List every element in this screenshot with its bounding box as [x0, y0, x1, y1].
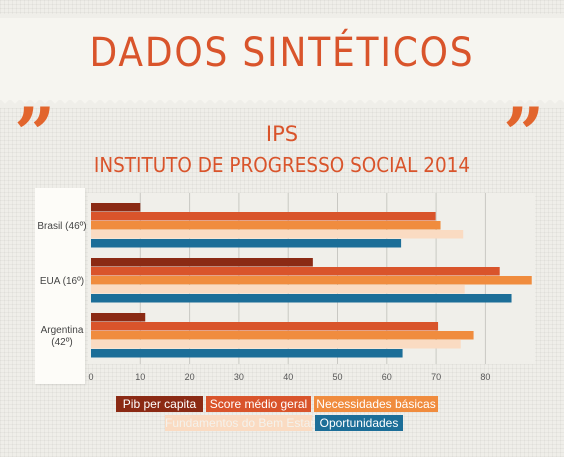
x-tick-label: 50	[332, 372, 342, 382]
bar	[91, 340, 461, 349]
page-title: DADOS SINTÉTICOS	[89, 30, 475, 76]
legend-item: Pib per capita	[116, 396, 203, 412]
legend-item: Necessidades básicas	[314, 396, 438, 412]
chart-subtitle: IPS	[265, 122, 299, 146]
legend-item: Fundamentos do Bem Estar	[165, 415, 315, 431]
x-tick-label: 10	[135, 372, 145, 382]
bar	[91, 212, 436, 221]
x-tick-label: 20	[185, 372, 195, 382]
bar	[91, 313, 146, 322]
legend-item: Oportunidades	[315, 415, 403, 431]
category-label: EUA (16º)	[40, 276, 84, 287]
bar	[91, 276, 532, 285]
bar	[91, 331, 474, 340]
bar	[91, 349, 403, 358]
x-tick-label: 40	[283, 372, 293, 382]
title-band	[0, 18, 564, 104]
quote-mark-right-icon: ”	[503, 91, 545, 176]
category-label-panel	[35, 188, 85, 384]
bar	[91, 203, 141, 212]
chart-title: INSTITUTO DE PROGRESSO SOCIAL 2014	[93, 153, 471, 177]
title-band-bottom-edge	[0, 100, 564, 108]
legend-item: Score médio geral	[206, 396, 311, 412]
x-tick-label: 60	[382, 372, 392, 382]
bar	[91, 294, 512, 303]
category-label: Argentina (42º)	[41, 325, 84, 348]
quote-mark-left-icon: ”	[14, 91, 56, 176]
x-tick-label: 0	[88, 372, 93, 382]
bar	[91, 221, 441, 230]
x-tick-label: 30	[234, 372, 244, 382]
bar	[91, 322, 439, 331]
bar	[91, 285, 465, 294]
bar	[91, 267, 500, 276]
category-label: Brasil (46º)	[37, 221, 86, 232]
x-tick-label: 70	[431, 372, 441, 382]
bar	[91, 230, 464, 239]
bar	[91, 258, 313, 267]
bar	[91, 239, 402, 248]
x-tick-label: 80	[480, 372, 490, 382]
